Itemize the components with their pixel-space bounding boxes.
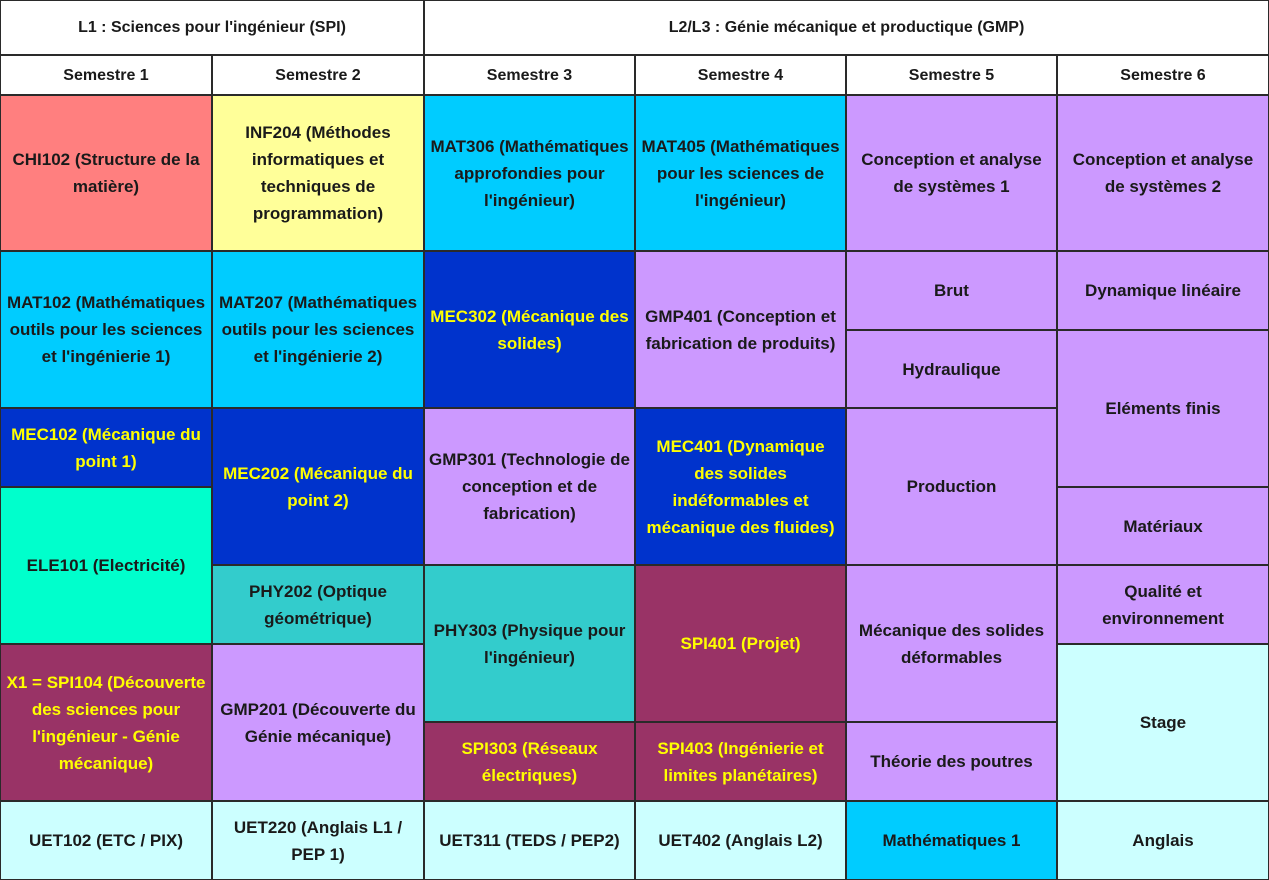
course-mat306: MAT306 (Mathématiques approfondies pour …	[424, 95, 635, 251]
course-mat102: MAT102 (Mathématiques outils pour les sc…	[0, 251, 212, 408]
semester-2-header: Semestre 2	[212, 55, 424, 95]
course-spi303: SPI303 (Réseaux électriques)	[424, 722, 635, 801]
course-s6-qualite: Qualité et environnement	[1057, 565, 1269, 644]
course-s5-maths: Mathématiques 1	[846, 801, 1057, 880]
course-mec401: MEC401 (Dynamique des solides indéformab…	[635, 408, 846, 565]
course-s6-materiaux: Matériaux	[1057, 487, 1269, 565]
course-spi401: SPI401 (Projet)	[635, 565, 846, 722]
header-l2-l3: L2/L3 : Génie mécanique et productique (…	[424, 0, 1269, 55]
semester-4-header: Semestre 4	[635, 55, 846, 95]
course-uet220: UET220 (Anglais L1 / PEP 1)	[212, 801, 424, 880]
course-ele101: ELE101 (Electricité)	[0, 487, 212, 644]
course-s6-anglais: Anglais	[1057, 801, 1269, 880]
course-mat207: MAT207 (Mathématiques outils pour les sc…	[212, 251, 424, 408]
course-chi102: CHI102 (Structure de la matière)	[0, 95, 212, 251]
course-s5-conception: Conception et analyse de systèmes 1	[846, 95, 1057, 251]
course-s5-poutres: Théorie des poutres	[846, 722, 1057, 801]
course-uet102: UET102 (ETC / PIX)	[0, 801, 212, 880]
course-spi403: SPI403 (Ingénierie et limites planétaire…	[635, 722, 846, 801]
course-uet402: UET402 (Anglais L2)	[635, 801, 846, 880]
course-mec102: MEC102 (Mécanique du point 1)	[0, 408, 212, 487]
course-gmp201: GMP201 (Découverte du Génie mécanique)	[212, 644, 424, 801]
course-mec302: MEC302 (Mécanique des solides)	[424, 251, 635, 408]
course-s5-meca-def: Mécanique des solides déformables	[846, 565, 1057, 722]
semester-5-header: Semestre 5	[846, 55, 1057, 95]
semester-3-header: Semestre 3	[424, 55, 635, 95]
course-phy303: PHY303 (Physique pour l'ingénieur)	[424, 565, 635, 722]
course-mat405: MAT405 (Mathématiques pour les sciences …	[635, 95, 846, 251]
course-s6-elements: Eléments finis	[1057, 330, 1269, 487]
course-uet311: UET311 (TEDS / PEP2)	[424, 801, 635, 880]
course-s6-stage: Stage	[1057, 644, 1269, 801]
course-inf204: INF204 (Méthodes informatiques et techni…	[212, 95, 424, 251]
semester-1-header: Semestre 1	[0, 55, 212, 95]
header-l1: L1 : Sciences pour l'ingénieur (SPI)	[0, 0, 424, 55]
course-spi104: X1 = SPI104 (Découverte des sciences pou…	[0, 644, 212, 801]
course-mec202: MEC202 (Mécanique du point 2)	[212, 408, 424, 565]
semester-6-header: Semestre 6	[1057, 55, 1269, 95]
course-s5-production: Production	[846, 408, 1057, 565]
course-s5-brut: Brut	[846, 251, 1057, 330]
course-s6-dynamique: Dynamique linéaire	[1057, 251, 1269, 330]
course-s5-hydraulique: Hydraulique	[846, 330, 1057, 408]
course-gmp401: GMP401 (Conception et fabrication de pro…	[635, 251, 846, 408]
course-s6-conception: Conception et analyse de systèmes 2	[1057, 95, 1269, 251]
course-phy202: PHY202 (Optique géométrique)	[212, 565, 424, 644]
course-gmp301: GMP301 (Technologie de conception et de …	[424, 408, 635, 565]
